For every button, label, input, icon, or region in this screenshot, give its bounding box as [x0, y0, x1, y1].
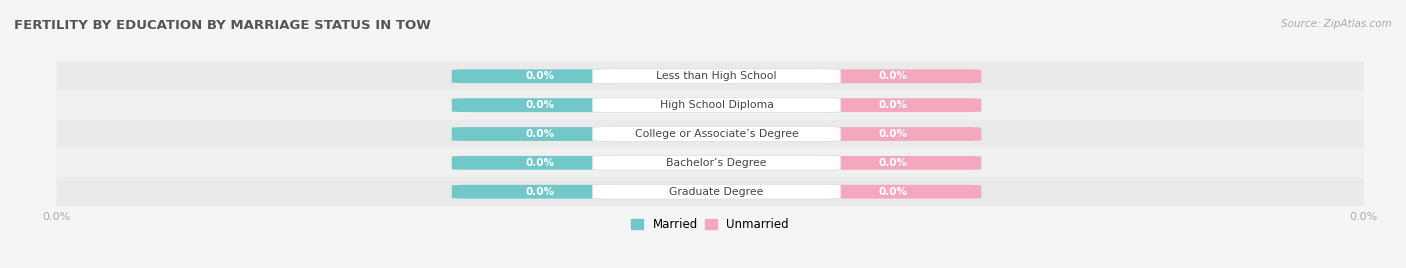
- FancyBboxPatch shape: [804, 185, 981, 199]
- Text: 0.0%: 0.0%: [879, 129, 908, 139]
- FancyBboxPatch shape: [451, 69, 628, 83]
- FancyBboxPatch shape: [804, 69, 981, 83]
- Text: 0.0%: 0.0%: [526, 71, 554, 81]
- Text: College or Associate’s Degree: College or Associate’s Degree: [634, 129, 799, 139]
- Text: Less than High School: Less than High School: [657, 71, 778, 81]
- FancyBboxPatch shape: [56, 177, 1364, 206]
- FancyBboxPatch shape: [592, 184, 841, 199]
- Text: FERTILITY BY EDUCATION BY MARRIAGE STATUS IN TOW: FERTILITY BY EDUCATION BY MARRIAGE STATU…: [14, 19, 430, 32]
- Text: 0.0%: 0.0%: [526, 158, 554, 168]
- FancyBboxPatch shape: [592, 155, 841, 170]
- FancyBboxPatch shape: [451, 127, 628, 141]
- Text: 0.0%: 0.0%: [879, 100, 908, 110]
- FancyBboxPatch shape: [451, 185, 628, 199]
- FancyBboxPatch shape: [804, 127, 981, 141]
- Legend: Married, Unmarried: Married, Unmarried: [627, 214, 793, 236]
- FancyBboxPatch shape: [804, 156, 981, 170]
- FancyBboxPatch shape: [451, 156, 628, 170]
- Text: 0.0%: 0.0%: [879, 71, 908, 81]
- FancyBboxPatch shape: [592, 127, 841, 141]
- Text: High School Diploma: High School Diploma: [659, 100, 773, 110]
- Text: Source: ZipAtlas.com: Source: ZipAtlas.com: [1281, 19, 1392, 29]
- Text: 0.0%: 0.0%: [879, 158, 908, 168]
- Text: 0.0%: 0.0%: [879, 187, 908, 197]
- Text: 0.0%: 0.0%: [526, 187, 554, 197]
- FancyBboxPatch shape: [56, 148, 1364, 177]
- FancyBboxPatch shape: [56, 91, 1364, 120]
- FancyBboxPatch shape: [804, 98, 981, 112]
- Text: Bachelor’s Degree: Bachelor’s Degree: [666, 158, 766, 168]
- FancyBboxPatch shape: [56, 62, 1364, 91]
- FancyBboxPatch shape: [451, 98, 628, 112]
- FancyBboxPatch shape: [56, 120, 1364, 148]
- FancyBboxPatch shape: [592, 98, 841, 113]
- Text: 0.0%: 0.0%: [526, 129, 554, 139]
- FancyBboxPatch shape: [592, 69, 841, 84]
- Text: Graduate Degree: Graduate Degree: [669, 187, 763, 197]
- Text: 0.0%: 0.0%: [526, 100, 554, 110]
